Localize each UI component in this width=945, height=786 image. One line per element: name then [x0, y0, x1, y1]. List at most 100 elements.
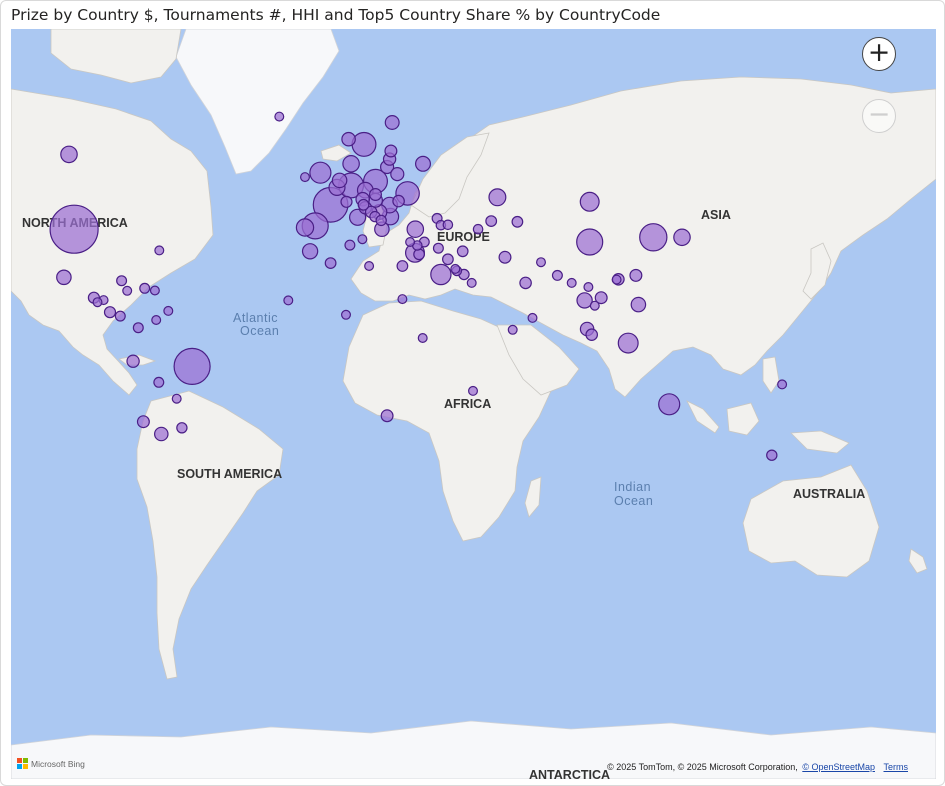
country-bubble-dominican-republic[interactable]: Dominican Republic [139, 282, 151, 294]
country-bubble-turkey[interactable]: Turkey [406, 220, 425, 238]
country-bubble-paraguay[interactable]: Paraguay [171, 393, 182, 404]
country-bubble-norway[interactable]: Norway [341, 131, 356, 147]
country-bubble-jamaica[interactable]: Jamaica [122, 285, 133, 296]
country-bubble-philippines[interactable]: Philippines [630, 296, 647, 313]
country-bubble-jordan[interactable]: Jordan [413, 248, 426, 261]
country-bubble-saudi-arabia[interactable]: Saudi Arabia [430, 263, 452, 286]
country-bubble-thailand[interactable]: Thailand [576, 292, 593, 309]
country-bubble-cambodia[interactable]: Cambodia [589, 300, 600, 311]
zoom-in-button[interactable]: + [862, 37, 896, 71]
country-bubble-brazil[interactable]: Brazil [173, 347, 211, 385]
country-bubble-bangladesh[interactable]: Bangladesh [551, 269, 563, 281]
country-bubble-macao[interactable]: Macao [611, 274, 622, 285]
country-bubble-switzerland[interactable]: Switzerland [340, 195, 353, 208]
country-bubble-bolivia[interactable]: Bolivia [153, 376, 165, 388]
country-bubble-uzbekistan[interactable]: Uzbekistan [485, 215, 498, 228]
label-south-america: SOUTH AMERICA [177, 467, 282, 481]
country-bubble-cyprus[interactable]: Cyprus [405, 237, 416, 248]
openstreetmap-link[interactable]: © OpenStreetMap [802, 762, 875, 772]
label-indian-line2: Ocean [614, 494, 653, 508]
country-bubble-south-africa[interactable]: South Africa [380, 409, 394, 423]
country-bubble-estonia[interactable]: Estonia [384, 144, 398, 158]
country-bubble-slovakia[interactable]: Slovakia [369, 188, 383, 202]
country-bubble-united-states[interactable]: United States [49, 204, 99, 254]
country-bubble-libya[interactable]: Libya [364, 261, 375, 272]
country-bubble-oman[interactable]: Oman [466, 277, 477, 288]
country-bubble-sudan[interactable]: Sudan [397, 294, 408, 305]
country-bubble-el-salvador[interactable]: El Salvador [92, 297, 103, 308]
country-bubble-argentina[interactable]: Argentina [154, 426, 169, 442]
country-bubble-slovenia[interactable]: Slovenia [357, 198, 370, 211]
country-bubble-nigeria[interactable]: Nigeria [341, 309, 352, 320]
country-bubble-portugal[interactable]: Portugal [295, 218, 315, 237]
country-bubble-north-macedonia[interactable]: North Macedonia [375, 214, 387, 227]
country-bubble-uruguay[interactable]: Uruguay [176, 422, 188, 434]
antarctica-land [11, 720, 936, 779]
country-bubble-tunisia[interactable]: Tunisia [344, 239, 356, 251]
country-bubble-taiwan[interactable]: Taiwan [629, 268, 643, 282]
country-bubble-bermuda[interactable]: Bermuda [154, 245, 165, 256]
country-bubble-australia[interactable]: Australia [658, 393, 681, 416]
country-bubble-indonesia[interactable]: Indonesia [617, 332, 639, 354]
country-bubble-nepal[interactable]: Nepal [535, 257, 546, 268]
country-bubble-turkmenistan[interactable]: Turkmenistan [472, 223, 484, 235]
country-bubble-colombia[interactable]: Colombia [132, 322, 144, 334]
country-bubble-canada[interactable]: Canada [60, 145, 78, 164]
country-bubble-russia[interactable]: Russia [415, 155, 432, 172]
country-bubble-kenya[interactable]: Kenya [417, 333, 428, 344]
map-canvas[interactable]: NORTH AMERICA SOUTH AMERICA EUROPE ASIA … [11, 29, 936, 779]
country-bubble-finland[interactable]: Finland [384, 114, 400, 130]
country-bubble-kyrgyzstan[interactable]: Kyrgyzstan [511, 215, 524, 228]
country-bubble-kazakhstan[interactable]: Kazakhstan [488, 188, 507, 207]
country-bubble-venezuela[interactable]: Venezuela [151, 315, 162, 326]
map-svg[interactable]: NORTH AMERICA SOUTH AMERICA EUROPE ASIA … [11, 29, 936, 779]
country-bubble-singapore[interactable]: Singapore [585, 328, 598, 341]
country-bubble-costa-rica[interactable]: Costa Rica [103, 306, 117, 319]
country-bubble-algeria[interactable]: Algeria [324, 257, 337, 270]
country-bubble-kuwait[interactable]: Kuwait [442, 253, 454, 266]
country-bubble-moldova[interactable]: Moldova [392, 194, 405, 208]
country-bubble-south-korea[interactable]: South Korea [639, 223, 668, 252]
country-bubble-italy[interactable]: Italy [349, 208, 367, 226]
country-bubble-united-kingdom[interactable]: United Kingdom [309, 161, 332, 184]
country-bubble-netherlands[interactable]: Netherlands [331, 172, 348, 189]
country-bubble-peru[interactable]: Peru [126, 354, 140, 368]
country-bubble-malta[interactable]: Malta [357, 234, 368, 245]
country-bubble-india[interactable]: India [519, 276, 532, 290]
country-bubble-morocco[interactable]: Morocco [301, 243, 319, 260]
bubble-layer[interactable]: United StatesBrazilFranceSouth KoreaSpai… [49, 111, 788, 461]
country-bubble-mexico[interactable]: Mexico [56, 269, 72, 286]
country-bubble-mongolia[interactable]: Mongolia [579, 191, 600, 212]
country-bubble-fiji[interactable]: Fiji [777, 379, 788, 390]
country-bubble-pakistan[interactable]: Pakistan [498, 250, 512, 264]
country-bubble-laos[interactable]: Laos [583, 282, 594, 293]
country-bubble-azerbaijan[interactable]: Azerbaijan [442, 219, 454, 231]
bing-logo-text: Microsoft Bing [31, 758, 85, 769]
country-bubble-chile[interactable]: Chile [136, 415, 150, 429]
country-bubble-china[interactable]: China [576, 228, 604, 256]
country-bubble-sri-lanka[interactable]: Sri Lanka [527, 312, 538, 323]
country-bubble-bahrain[interactable]: Bahrain [450, 263, 461, 274]
country-bubble-iran[interactable]: Iran [456, 245, 469, 258]
country-bubble-japan[interactable]: Japan [673, 228, 691, 247]
country-bubble-ireland[interactable]: Ireland [300, 172, 311, 183]
country-bubble-cuba[interactable]: Cuba [116, 275, 128, 287]
country-bubble-trinidad-and-tobago[interactable]: Trinidad and Tobago [163, 305, 174, 316]
country-bubble-maldives[interactable]: Maldives [507, 324, 518, 335]
zoom-out-button[interactable]: − [862, 99, 896, 133]
country-bubble-panama[interactable]: Panama [114, 310, 126, 322]
country-bubble-vietnam[interactable]: Vietnam [594, 291, 608, 305]
country-bubble-puerto-rico[interactable]: Puerto Rico [149, 285, 160, 296]
country-bubble-new-zealand[interactable]: New Zealand [766, 449, 778, 461]
country-bubble-mauritius[interactable]: Mauritius [468, 385, 479, 396]
country-bubble-senegal[interactable]: Senegal [283, 295, 294, 306]
country-bubble-egypt[interactable]: Egypt [396, 260, 409, 272]
country-bubble-myanmar[interactable]: Myanmar [566, 277, 577, 288]
country-bubble-belarus[interactable]: Belarus [390, 167, 405, 182]
terms-link[interactable]: Terms [883, 762, 909, 772]
country-bubble-iceland[interactable]: Iceland [274, 111, 285, 122]
new-guinea-land [790, 430, 850, 454]
country-bubble-denmark[interactable]: Denmark [342, 155, 360, 173]
country-bubble-iraq[interactable]: Iraq [432, 242, 444, 254]
country-bubble-sweden[interactable]: Sweden [351, 131, 377, 157]
